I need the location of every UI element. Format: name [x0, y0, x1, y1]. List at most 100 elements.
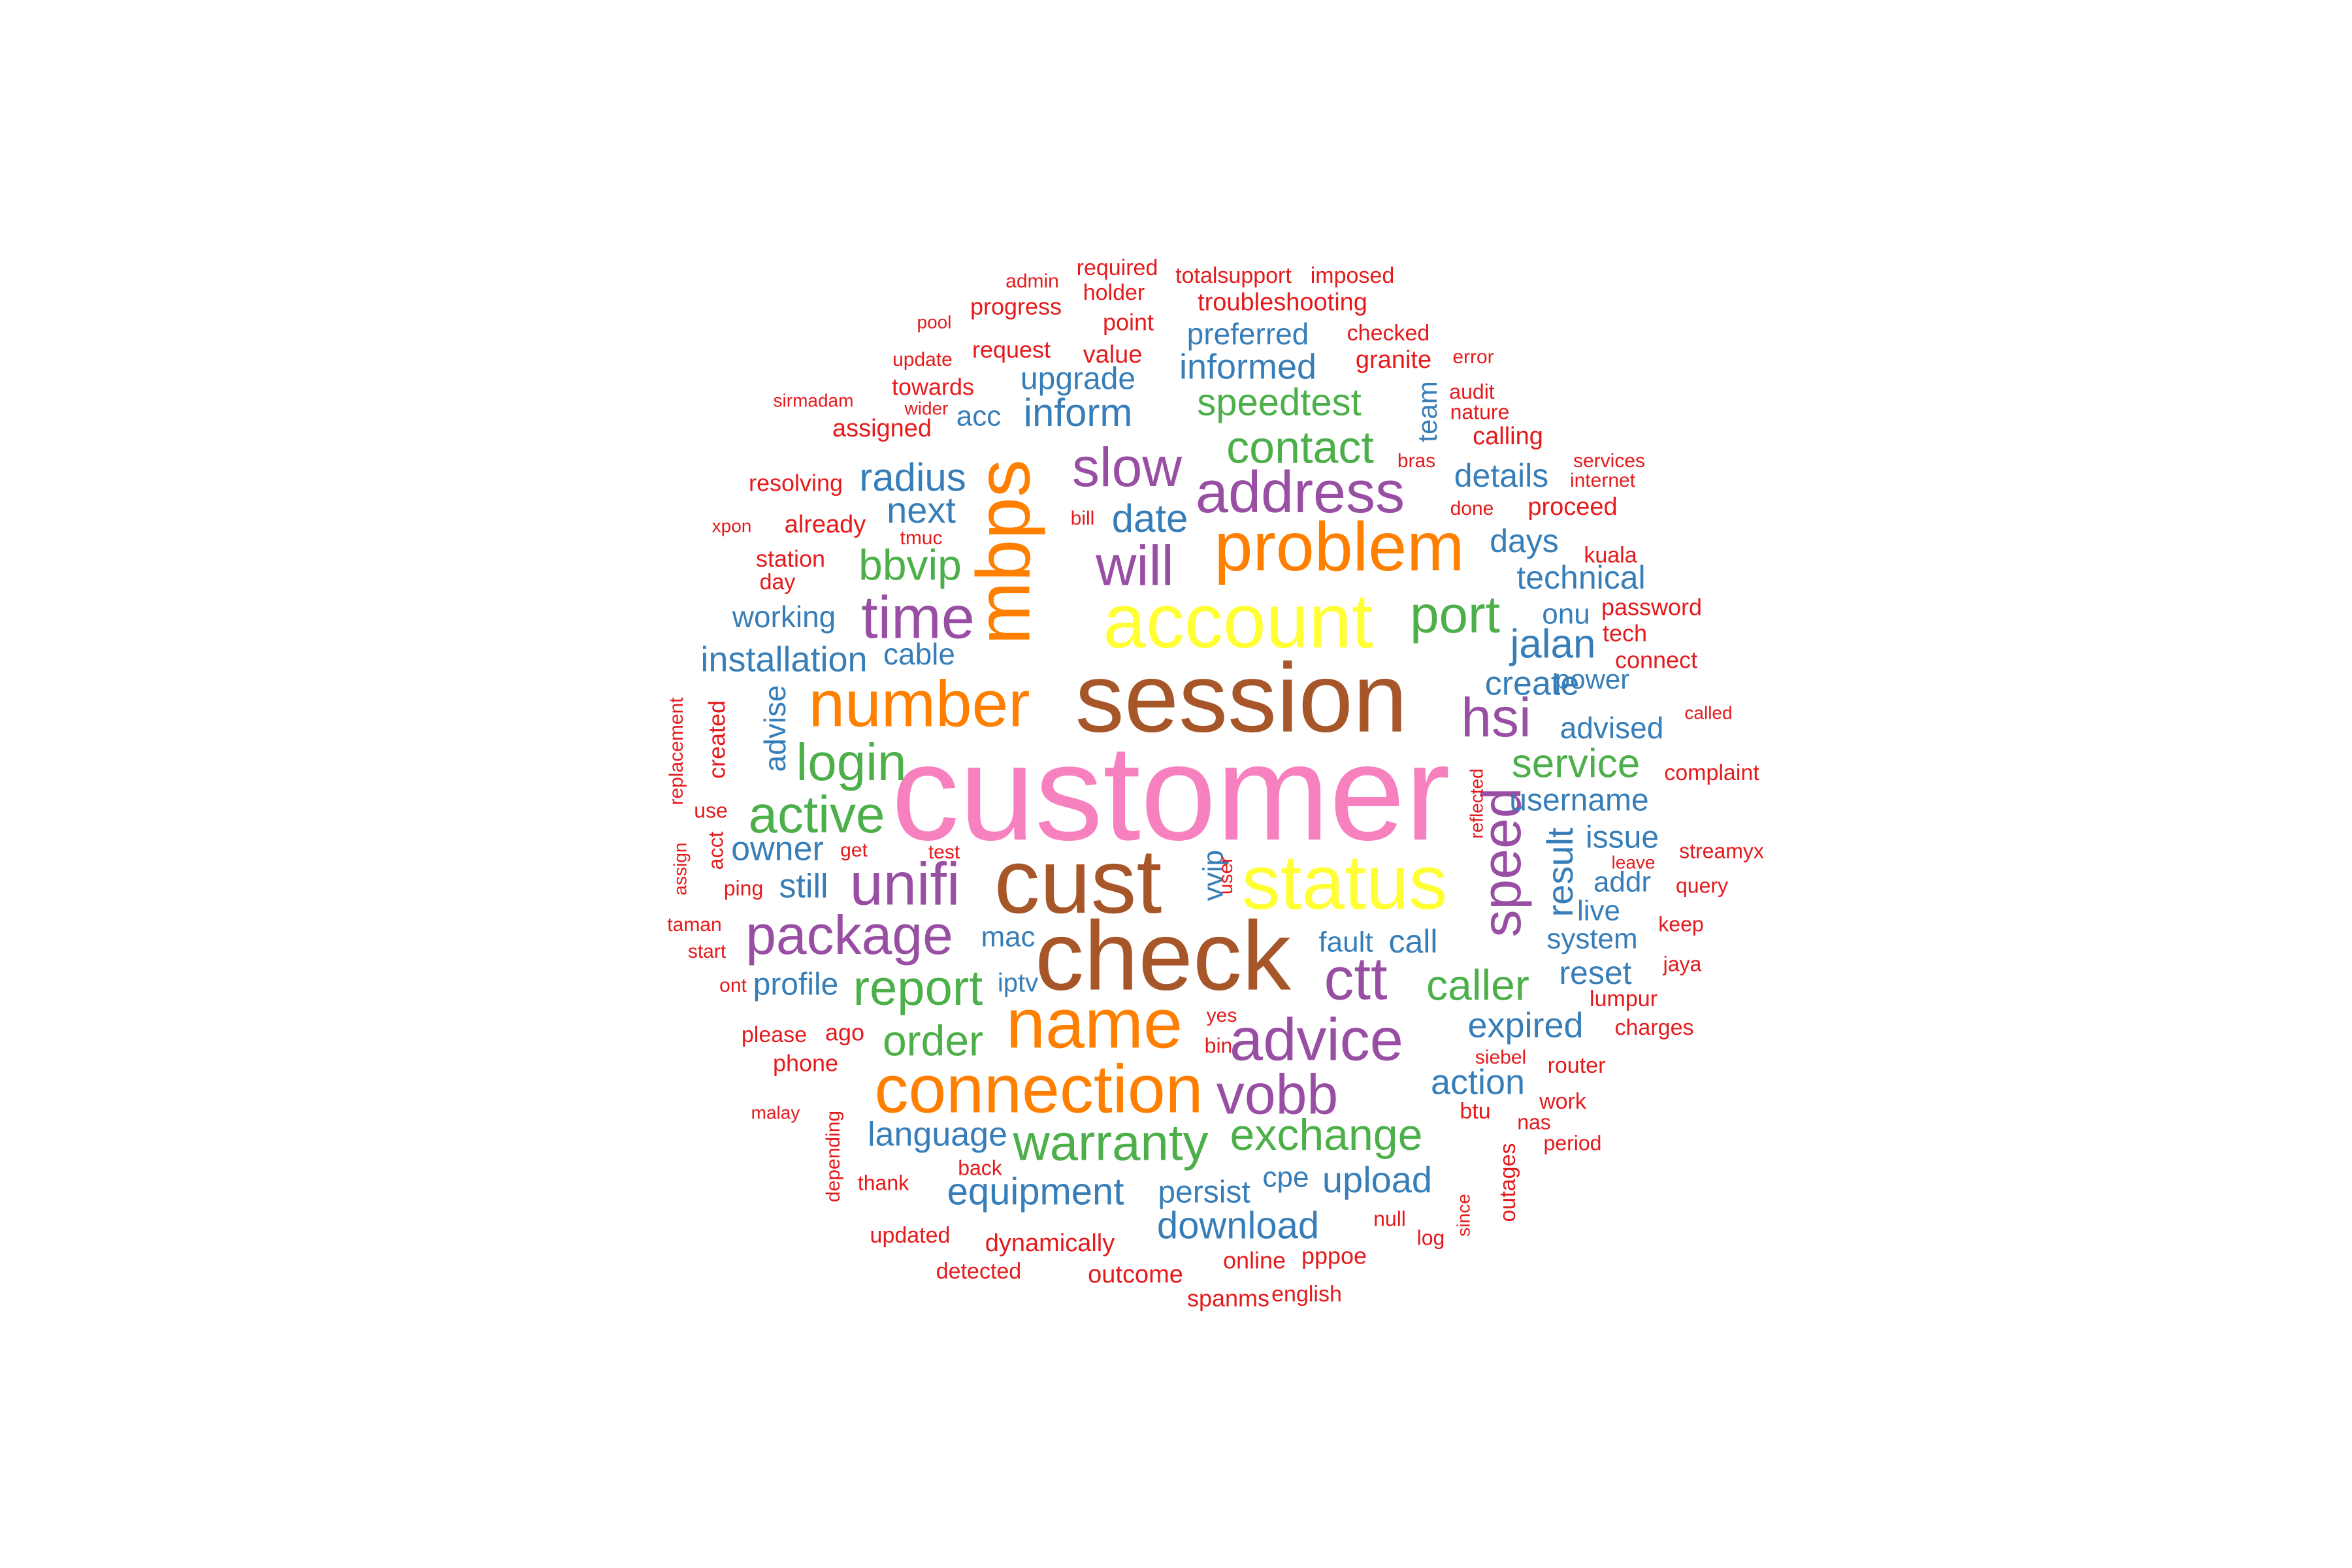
word-radius: radius	[859, 455, 966, 499]
word-streamyx: streamyx	[1679, 839, 1764, 862]
word-done: done	[1450, 498, 1494, 519]
word-informed: informed	[1179, 347, 1316, 386]
word-sirmadam: sirmadam	[774, 390, 854, 410]
word-problem: problem	[1215, 508, 1465, 585]
word-calling: calling	[1473, 423, 1543, 450]
word-complaint: complaint	[1664, 760, 1759, 785]
word-router: router	[1548, 1053, 1606, 1078]
word-active: active	[749, 785, 885, 843]
word-error: error	[1452, 346, 1494, 368]
word-taman: taman	[667, 914, 721, 936]
word-required: required	[1077, 255, 1158, 280]
word-next: next	[887, 489, 956, 531]
word-advised: advised	[1560, 711, 1664, 745]
word-will: will	[1095, 535, 1173, 598]
word-addr: addr	[1593, 866, 1651, 898]
word-profile: profile	[753, 968, 839, 1002]
word-password: password	[1601, 594, 1702, 621]
word-speed: speed	[1471, 788, 1532, 938]
word-assigned: assigned	[832, 415, 932, 442]
word-resolving: resolving	[749, 470, 843, 497]
word-point: point	[1103, 309, 1154, 336]
word-audit: audit	[1449, 380, 1495, 403]
word-since: since	[1453, 1194, 1473, 1236]
word-thank: thank	[858, 1171, 909, 1194]
word-spanms: spanms	[1187, 1285, 1269, 1312]
word-reflected: reflected	[1466, 768, 1486, 838]
word-upload: upload	[1322, 1159, 1432, 1200]
word-service: service	[1512, 741, 1640, 786]
word-upgrade: upgrade	[1021, 362, 1135, 397]
word-bill: bill	[1071, 508, 1095, 529]
word-use: use	[694, 798, 728, 822]
word-warranty: warranty	[1012, 1114, 1208, 1171]
word-query: query	[1676, 874, 1728, 897]
word-live: live	[1577, 895, 1620, 927]
word-created: created	[704, 700, 730, 779]
word-login: login	[796, 733, 906, 791]
word-power: power	[1555, 664, 1629, 694]
word-technical: technical	[1516, 559, 1645, 596]
word-checked: checked	[1347, 321, 1430, 346]
word-bras: bras	[1397, 450, 1435, 472]
word-package: package	[745, 904, 953, 966]
word-ctt: ctt	[1324, 945, 1387, 1012]
word-advice: advice	[1230, 1006, 1403, 1073]
word-ago: ago	[825, 1019, 864, 1046]
word-request: request	[972, 336, 1051, 363]
word-port: port	[1410, 585, 1500, 644]
word-connection: connection	[874, 1051, 1203, 1127]
word-date: date	[1112, 497, 1188, 540]
word-malay: malay	[751, 1102, 800, 1122]
word-internet: internet	[1570, 470, 1636, 491]
word-start: start	[688, 941, 727, 962]
word-vvip: vvip	[1198, 850, 1230, 901]
word-test: test	[928, 841, 960, 863]
word-bbvip: bbvip	[858, 540, 962, 589]
word-details: details	[1454, 457, 1549, 494]
word-log: log	[1417, 1226, 1445, 1249]
word-call: call	[1388, 923, 1437, 960]
word-period: period	[1544, 1131, 1602, 1154]
word-caller: caller	[1426, 960, 1529, 1009]
word-cable: cable	[883, 637, 955, 671]
word-order: order	[883, 1016, 983, 1064]
word-acc: acc	[956, 400, 1001, 433]
word-user: user	[1215, 857, 1237, 894]
word-totalsupport: totalsupport	[1175, 263, 1292, 288]
word-download: download	[1157, 1204, 1319, 1247]
word-btu: btu	[1460, 1099, 1490, 1124]
word-advise: advise	[758, 685, 792, 772]
word-get: get	[840, 840, 868, 861]
word-holder: holder	[1083, 280, 1145, 305]
word-outcome: outcome	[1088, 1261, 1183, 1288]
word-xpon: xpon	[712, 515, 752, 536]
word-acct: acct	[704, 832, 727, 870]
word-siebel: siebel	[1475, 1047, 1526, 1068]
word-assign: assign	[670, 843, 690, 896]
word-inform: inform	[1024, 391, 1133, 434]
word-value: value	[1083, 341, 1143, 368]
word-address: address	[1196, 460, 1405, 525]
word-preferred: preferred	[1187, 317, 1309, 351]
word-vobb: vobb	[1217, 1064, 1339, 1126]
word-update: update	[892, 349, 953, 370]
word-number: number	[808, 667, 1030, 740]
word-pool: pool	[917, 312, 952, 332]
word-still: still	[779, 868, 828, 906]
word-keep: keep	[1658, 912, 1703, 936]
word-slow: slow	[1072, 436, 1182, 498]
word-english: english	[1271, 1282, 1342, 1307]
word-customer: customer	[891, 717, 1450, 869]
word-null: null	[1373, 1207, 1406, 1230]
word-mac: mac	[981, 921, 1035, 953]
word-nature: nature	[1450, 400, 1510, 423]
word-reset: reset	[1559, 955, 1631, 991]
word-updated: updated	[870, 1223, 951, 1248]
word-session: session	[1075, 643, 1408, 753]
word-detected: detected	[936, 1259, 1021, 1284]
word-action: action	[1431, 1062, 1525, 1102]
word-granite: granite	[1356, 346, 1431, 374]
